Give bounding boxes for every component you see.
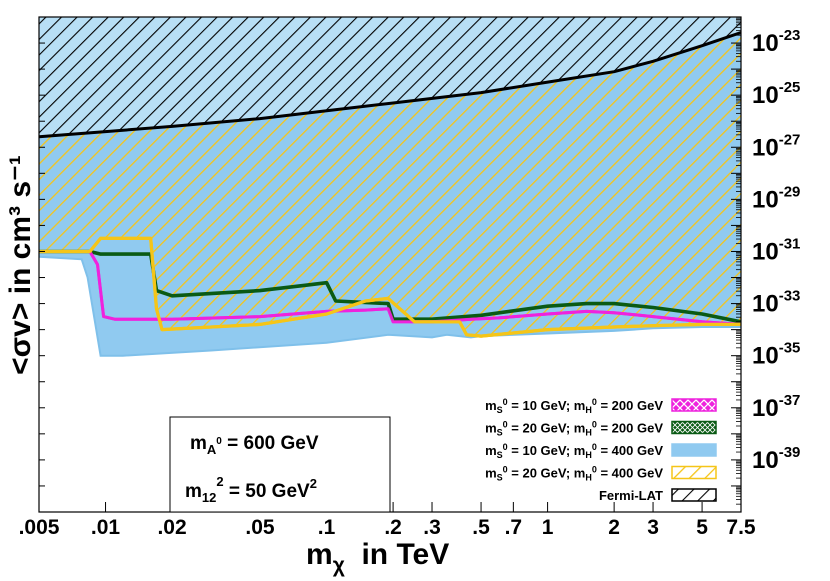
legend-swatch	[671, 398, 717, 412]
y-axis-title: <σv> in cm³ s⁻¹	[4, 155, 37, 375]
x-tick-label: .2	[384, 516, 402, 539]
legend-label: Fermi-LAT	[599, 488, 663, 503]
y-tick-label: 10-37	[752, 392, 800, 422]
y-tick-label: 10-35	[752, 340, 800, 370]
x-axis-title: mχ in TeV	[306, 538, 449, 577]
y-tick-label: 10-29	[752, 183, 800, 213]
x-tick-label: .3	[423, 516, 441, 539]
legend-label: mS0 = 10 GeV; mH0 = 200 GeV	[485, 397, 663, 415]
legend-swatch	[671, 420, 717, 435]
x-tick-label: .005	[19, 516, 60, 539]
x-tick-label: 2	[608, 516, 620, 539]
x-tick-label: 1	[542, 516, 554, 539]
x-tick-label: .05	[245, 516, 275, 539]
parameter-box-frame	[169, 416, 391, 513]
parameter-box: mA0 = 600 GeV m122 = 50 GeV2	[169, 416, 391, 513]
legend-swatch	[671, 465, 717, 480]
series-curve-diagonal-black	[39, 31, 741, 139]
fermi-region-hatch	[39, 17, 741, 137]
y-tick-label: 10-23	[752, 27, 800, 57]
legend-label: mS0 = 20 GeV; mH0 = 400 GeV	[485, 465, 663, 483]
x-tick-label: .1	[318, 516, 336, 539]
y-tick-label: 10-33	[752, 288, 800, 318]
param-m12-sq: m122 = 50 GeV2	[185, 474, 317, 505]
param-m-a0: mA0 = 600 GeV	[190, 433, 319, 457]
x-tick-label: 3	[647, 516, 659, 539]
legend-swatch	[671, 488, 717, 502]
series-curve-magenta-top	[39, 250, 741, 326]
y-tick-label: 10-31	[752, 235, 800, 265]
y-tick-label: 10-27	[752, 131, 800, 161]
x-tick-label: .7	[505, 516, 523, 539]
x-tick-label: .02	[157, 516, 186, 539]
x-tick-label: 7.5	[726, 516, 756, 539]
legend-swatch	[671, 443, 717, 457]
y-tick-label: 10-25	[752, 79, 800, 109]
x-tick-label: .5	[472, 516, 490, 539]
series-curve-yellow-top	[39, 236, 741, 338]
series-curve-blue	[39, 255, 741, 357]
x-tick-label: 5	[696, 516, 708, 539]
legend: mS0 = 10 GeV; mH0 = 200 GeV mS0 = 20 GeV;…	[485, 397, 717, 503]
legend-label: mS0 = 20 GeV; mH0 = 200 GeV	[485, 420, 663, 438]
x-tick-label: .01	[91, 516, 121, 539]
legend-label: mS0 = 10 GeV; mH0 = 400 GeV	[485, 442, 663, 460]
y-tick-label: 10-39	[752, 444, 800, 474]
